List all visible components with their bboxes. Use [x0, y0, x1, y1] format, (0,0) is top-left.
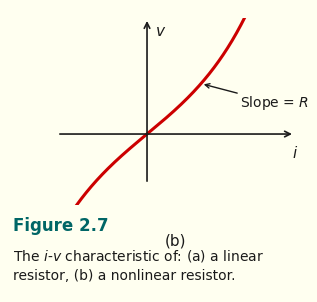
Text: Slope = $R$: Slope = $R$ — [205, 84, 309, 112]
Text: The $i$-$v$ characteristic of: (a) a linear
resistor, (b) a nonlinear resistor.: The $i$-$v$ characteristic of: (a) a lin… — [13, 248, 264, 283]
Text: $i$: $i$ — [292, 145, 298, 161]
Text: (b): (b) — [165, 233, 187, 249]
Text: Figure 2.7: Figure 2.7 — [13, 217, 108, 236]
Text: $v$: $v$ — [155, 24, 166, 39]
